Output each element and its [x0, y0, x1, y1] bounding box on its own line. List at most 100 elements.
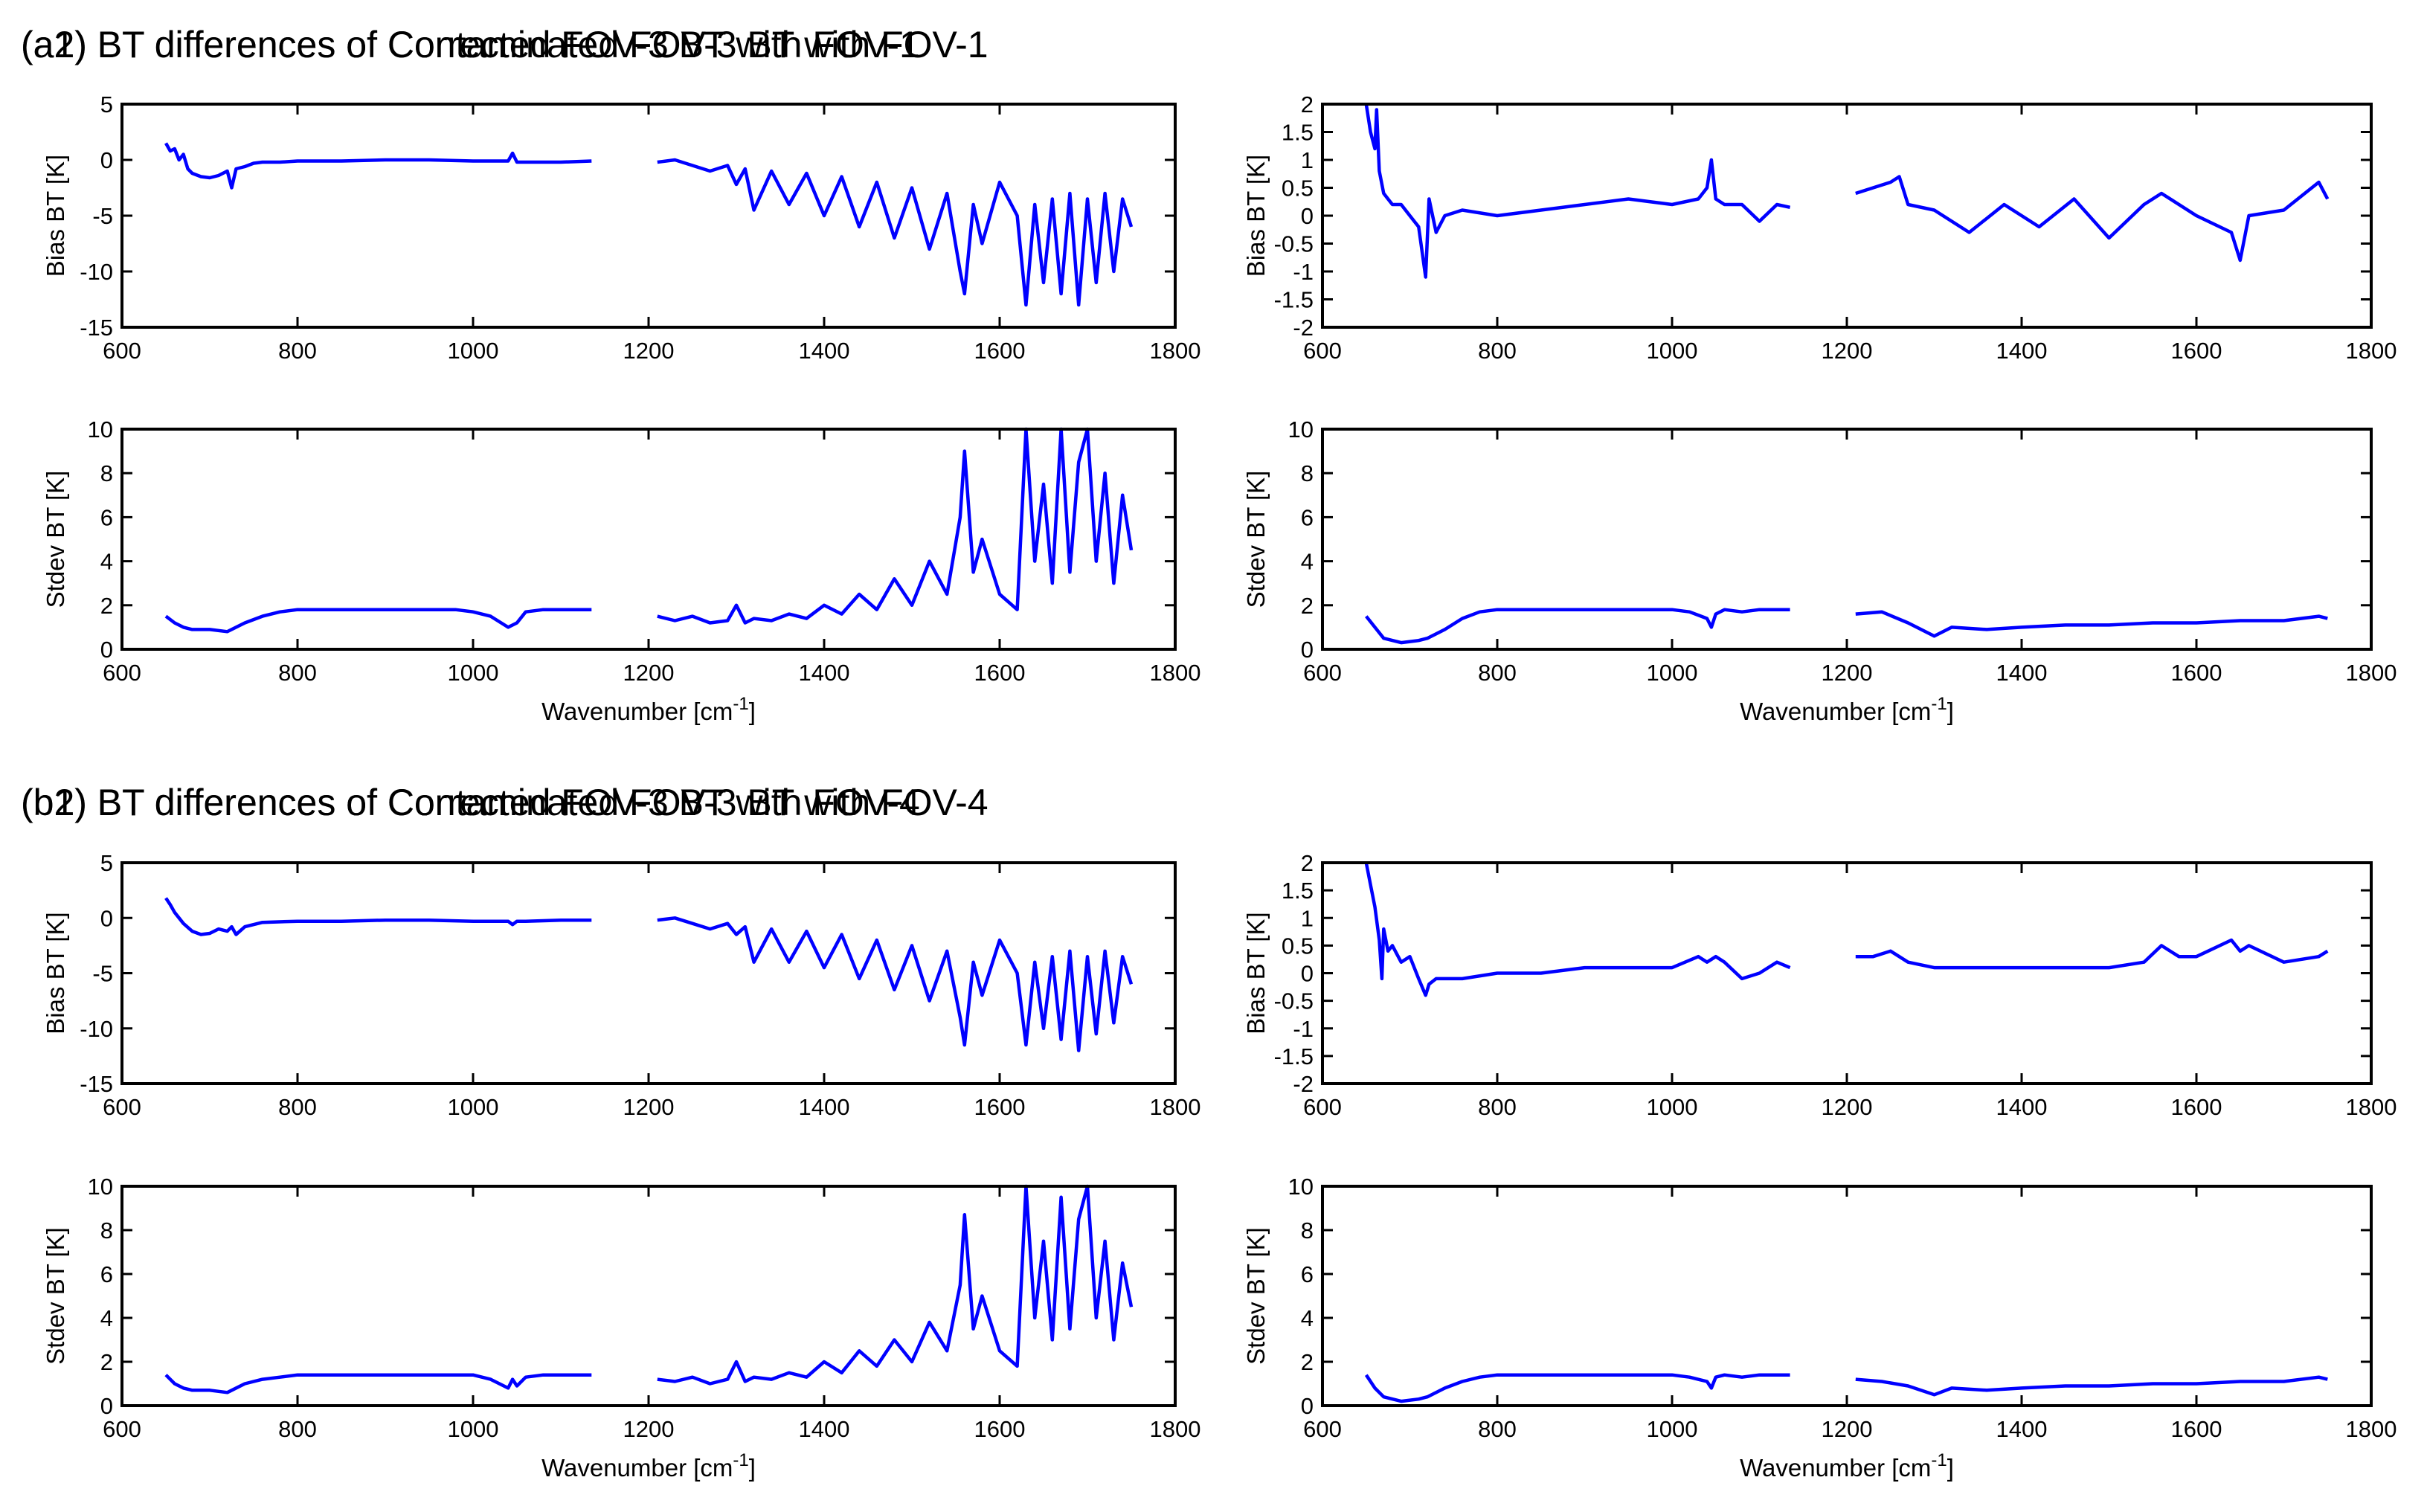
- y-axis-label: Bias BT [K]: [1242, 912, 1270, 1034]
- y-tick-label: 1.5: [1282, 120, 1314, 146]
- x-tick-label: 1000: [448, 1094, 499, 1120]
- y-tick-label: -5: [92, 961, 113, 987]
- y-tick-label: 10: [1288, 1174, 1314, 1200]
- series-line: [164, 1373, 592, 1394]
- y-axis-label: Stdev BT [K]: [42, 471, 69, 608]
- x-tick-label: 1200: [1822, 1094, 1873, 1120]
- axes-frame: [120, 1185, 1177, 1407]
- y-tick-label: 0: [100, 1393, 113, 1419]
- x-tick-label: 1400: [1996, 338, 2048, 364]
- x-tick-label: 800: [1478, 1416, 1517, 1442]
- y-axis-label: Bias BT [K]: [42, 912, 69, 1034]
- axes-frame: [1321, 428, 2373, 651]
- y-tick-label: -10: [80, 1016, 113, 1042]
- x-tick-label: 1200: [623, 338, 675, 364]
- x-axis-label-close: ]: [749, 1454, 756, 1482]
- x-tick-label: 1800: [1150, 660, 1201, 686]
- x-tick-label: 800: [1478, 338, 1517, 364]
- y-tick-label: 6: [1301, 1261, 1314, 1287]
- x-tick-label: 600: [103, 660, 141, 686]
- y-tick-label: 0: [1301, 961, 1314, 987]
- x-axis-label-sup: -1: [1931, 694, 1947, 714]
- axes-frame: [120, 428, 1177, 651]
- axes-frame: [1321, 103, 2373, 329]
- x-axis-label: Wavenumber [cm-1]: [541, 1450, 756, 1482]
- bias-subplot: 600 800 1000 1200 1400 1600 180021.510.50-0.5-…: [1242, 850, 2397, 1120]
- y-tick-label: 6: [1301, 504, 1314, 530]
- x-tick-label: 600: [1303, 660, 1342, 686]
- x-axis-label-main: Wavenumber [cm: [541, 698, 733, 725]
- y-tick-label: 10: [88, 416, 113, 443]
- y-tick-label: -1: [1293, 259, 1314, 285]
- y-tick-label: 4: [1301, 1305, 1314, 1331]
- x-tick-label: 800: [278, 1416, 317, 1442]
- x-axis-label-sup: -1: [733, 694, 748, 714]
- x-axis-label-close: ]: [1947, 698, 1954, 725]
- x-tick-label: 800: [278, 1094, 317, 1120]
- y-tick-label: 8: [1301, 1217, 1314, 1244]
- x-axis-label: Wavenumber [cm-1]: [541, 694, 756, 725]
- stdev-subplot: 600 800 1000 1200 1400 1600 1800 10 8 6 4 2 0 Stdev B…: [1242, 1174, 2397, 1442]
- y-tick-label: 0: [100, 637, 113, 663]
- series-line: [1855, 938, 2329, 970]
- series-line: [1365, 608, 1790, 645]
- x-tick-label: 1800: [2346, 338, 2397, 364]
- x-tick-label: 1600: [2171, 338, 2222, 364]
- x-tick-label: 1400: [799, 338, 850, 364]
- x-tick-label: 1600: [2171, 1416, 2222, 1442]
- y-axis-label: Stdev BT [K]: [1242, 471, 1270, 608]
- y-tick-label: 4: [100, 549, 113, 575]
- y-tick-label: 8: [100, 1217, 113, 1244]
- x-tick-label: 1200: [623, 1416, 675, 1442]
- y-tick-label: -1.5: [1274, 287, 1314, 313]
- y-tick-label: 4: [100, 1305, 113, 1331]
- y-tick-label: 10: [1288, 416, 1314, 443]
- y-tick-label: 8: [1301, 460, 1314, 486]
- y-tick-label: 2: [1301, 91, 1314, 118]
- series-line: [1364, 103, 1791, 279]
- series-line: [164, 142, 592, 190]
- series-line: [657, 158, 1134, 307]
- y-tick-label: -5: [92, 203, 113, 229]
- x-tick-label: 1600: [2171, 1094, 2222, 1120]
- panel-title: (a2) BT differences of Corrected FOV-3 B…: [21, 24, 920, 65]
- x-tick-label: 1400: [799, 660, 850, 686]
- y-axis-label: Stdev BT [K]: [42, 1227, 69, 1365]
- x-tick-label: 800: [278, 660, 317, 686]
- y-tick-label: -0.5: [1274, 988, 1314, 1014]
- x-tick-label: 800: [1478, 1094, 1517, 1120]
- x-tick-label: 600: [103, 1416, 141, 1442]
- x-tick-label: 1400: [799, 1094, 850, 1120]
- x-tick-label: 1600: [974, 660, 1026, 686]
- x-tick-label: 1400: [1996, 1416, 2048, 1442]
- series-line: [1855, 610, 2328, 638]
- y-axis-label: Bias BT [K]: [42, 155, 69, 277]
- y-tick-label: 0: [1301, 1393, 1314, 1419]
- x-tick-label: 1800: [1150, 1416, 1201, 1442]
- y-tick-label: 0.5: [1282, 176, 1314, 202]
- x-tick-label: 1000: [448, 660, 499, 686]
- panel-title: (b1) BT differences of Contaminated FOV-…: [21, 782, 989, 823]
- series-line: [657, 916, 1134, 1052]
- x-tick-label: 1000: [1647, 660, 1698, 686]
- x-tick-label: 800: [1478, 660, 1517, 686]
- x-tick-label: 1600: [974, 1416, 1026, 1442]
- x-tick-label: 1000: [448, 338, 499, 364]
- y-tick-label: 6: [100, 504, 113, 530]
- y-tick-label: 5: [100, 850, 113, 876]
- y-tick-label: 1: [1301, 905, 1314, 931]
- stdev-subplot: 600 800 1000 1200 1400 1600 1800 10 8 6 4 2 0 Stdev B…: [1242, 416, 2397, 686]
- x-tick-label: 1000: [1647, 1094, 1698, 1120]
- y-tick-label: -1.5: [1274, 1043, 1314, 1069]
- y-tick-label: -15: [80, 1071, 113, 1097]
- panel-a1: (a1) BT differences of Contaminated FOV-…: [21, 24, 1200, 725]
- y-tick-label: 2: [1301, 593, 1314, 619]
- series-line: [164, 897, 592, 936]
- x-tick-label: 1200: [1822, 1416, 1873, 1442]
- y-tick-label: -1: [1293, 1016, 1314, 1042]
- x-tick-label: 1800: [2346, 660, 2397, 686]
- series-line: [657, 427, 1134, 625]
- series-line: [1855, 1375, 2328, 1397]
- y-tick-label: 2: [1301, 1349, 1314, 1375]
- panel-title: (b2) BT differences of Corrected FOV-3 B…: [21, 782, 920, 823]
